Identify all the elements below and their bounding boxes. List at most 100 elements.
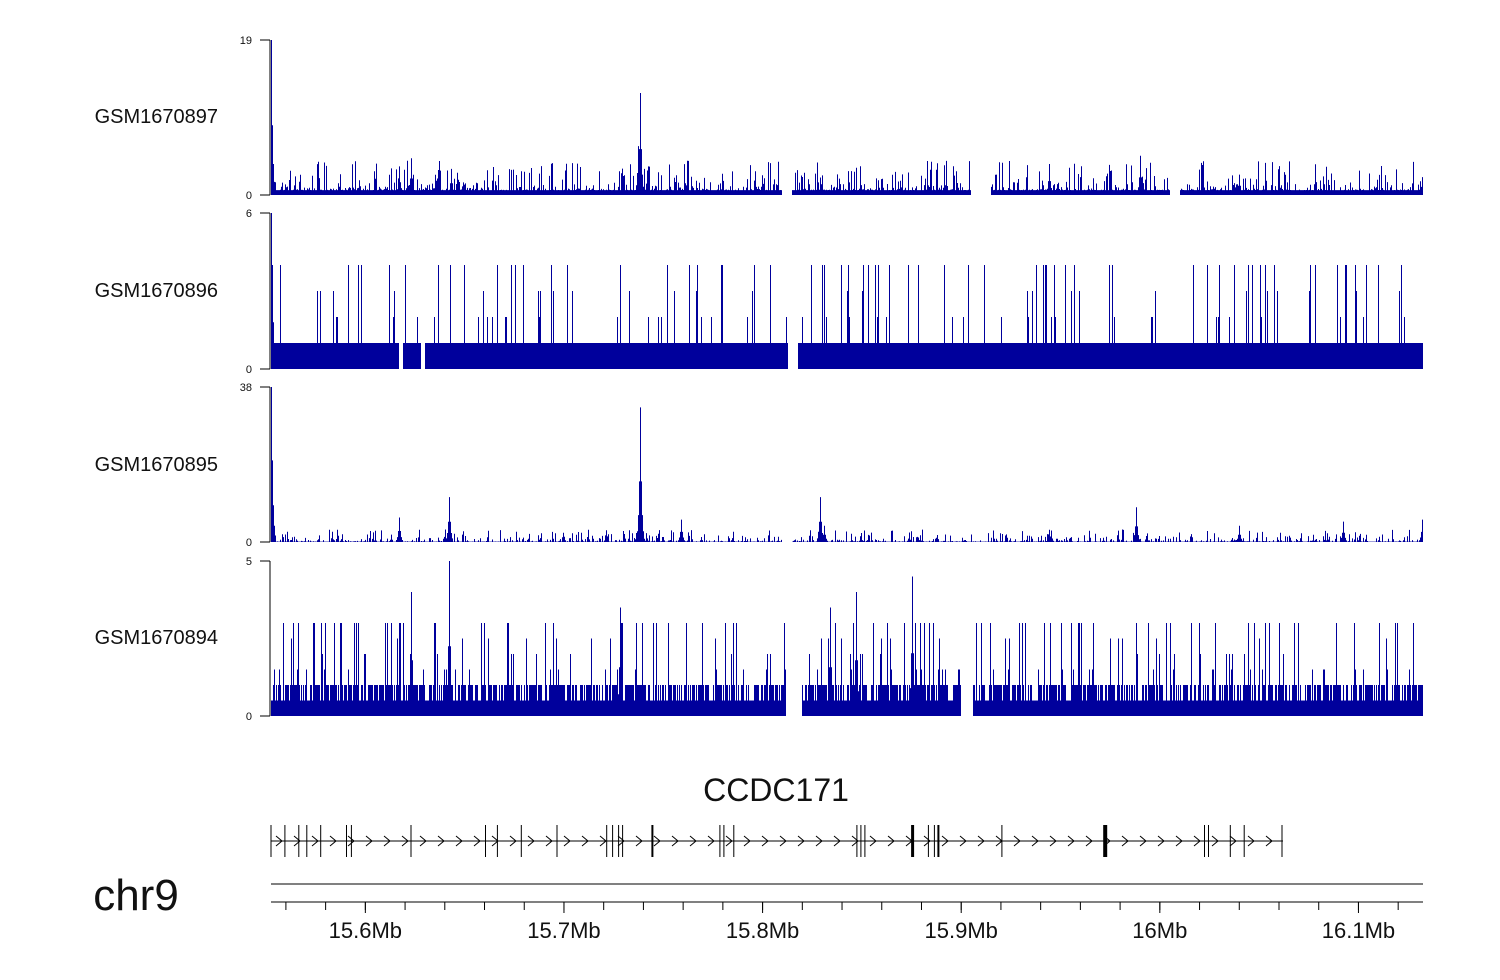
strand-arrow <box>653 835 661 847</box>
x-axis-major-ticks: 15.6Mb 15.7Mb 15.8Mb 15.9Mb 16Mb 16.1Mb <box>329 902 1395 943</box>
strand-arrow <box>1013 835 1021 847</box>
strand-arrow <box>959 835 967 847</box>
strand-arrow <box>1193 835 1201 847</box>
x-tick-label: 15.6Mb <box>329 918 402 943</box>
track-3-label: GSM1670895 <box>95 454 218 476</box>
strand-arrow <box>1031 835 1039 847</box>
track-2-ymax-label: 6 <box>246 208 252 220</box>
gene-exon <box>1281 825 1283 857</box>
gene-exon <box>496 825 498 857</box>
track-3-ymax-label: 38 <box>240 382 252 394</box>
gene-exon <box>860 825 862 857</box>
track-3-ymin-label: 0 <box>246 537 252 549</box>
gene-exon <box>270 825 272 857</box>
strand-arrow <box>1085 835 1093 847</box>
strand-arrow <box>671 835 679 847</box>
strand-arrow <box>563 835 571 847</box>
gene-exon <box>651 825 654 857</box>
gene-exon <box>410 825 412 857</box>
strand-arrow <box>401 835 409 847</box>
gene-exon <box>284 825 286 857</box>
track-1-signal <box>271 40 1423 195</box>
gene-exon <box>1001 825 1003 857</box>
x-tick-label: 15.7Mb <box>527 918 600 943</box>
strand-arrow <box>1139 835 1147 847</box>
strand-arrow <box>491 835 499 847</box>
track-4-ymin-label: 0 <box>246 711 252 723</box>
strand-arrow <box>473 835 481 847</box>
x-axis-minor-ticks <box>285 902 1399 910</box>
gene-exon <box>306 825 308 857</box>
strand-arrow <box>923 835 931 847</box>
strand-arrow <box>545 835 553 847</box>
strand-arrow <box>869 835 877 847</box>
x-tick-label: 15.9Mb <box>925 918 998 943</box>
strand-arrow <box>599 835 607 847</box>
track-1: GSM1670897 19 0 <box>95 35 1423 202</box>
strand-arrow <box>689 835 697 847</box>
strand-arrow <box>383 835 391 847</box>
strand-arrow <box>1049 835 1057 847</box>
strand-arrow <box>1175 835 1183 847</box>
track-1-ymax-label: 19 <box>240 35 252 47</box>
strand-arrow <box>437 835 445 847</box>
x-tick-label: 16Mb <box>1132 918 1187 943</box>
chromosome-axis: chr9 15.6Mb 15.7Mb 15.8Mb 15.9Mb 16Mb 16.1Mb <box>93 871 1423 943</box>
strand-arrow <box>617 835 625 847</box>
gene-strand-arrows <box>275 835 1273 847</box>
gene-exon <box>612 825 614 857</box>
gene-track: CCDC171 <box>270 772 1283 857</box>
strand-arrow <box>1211 835 1219 847</box>
strand-arrow <box>527 835 535 847</box>
track-4-ymax-label: 5 <box>246 556 252 568</box>
strand-arrow <box>635 835 643 847</box>
track-1-label: GSM1670897 <box>95 106 218 128</box>
strand-arrow <box>725 835 733 847</box>
gene-exon <box>719 825 721 857</box>
gene-exon <box>485 825 486 857</box>
track-1-ymin-label: 0 <box>246 190 252 202</box>
strand-arrow <box>1265 835 1273 847</box>
strand-arrow <box>833 835 841 847</box>
strand-arrow <box>509 835 517 847</box>
track-4-label: GSM1670894 <box>95 627 218 649</box>
strand-arrow <box>815 835 823 847</box>
gene-exon <box>864 825 866 857</box>
strand-arrow <box>347 835 355 847</box>
strand-arrow <box>851 835 859 847</box>
gene-exon <box>520 825 522 857</box>
strand-arrow <box>761 835 769 847</box>
x-tick-label: 15.8Mb <box>726 918 799 943</box>
gene-exon <box>320 825 322 857</box>
strand-arrow <box>779 835 787 847</box>
strand-arrow <box>293 835 301 847</box>
strand-arrow <box>1067 835 1075 847</box>
gene-exon <box>1229 825 1231 857</box>
gene-exon <box>933 825 935 857</box>
strand-arrow <box>311 835 319 847</box>
strand-arrow <box>329 835 337 847</box>
strand-arrow <box>1121 835 1129 847</box>
strand-arrow <box>1229 835 1237 847</box>
gene-exon <box>911 825 915 857</box>
strand-arrow <box>941 835 949 847</box>
track-4-signal <box>271 561 1423 716</box>
gene-exon <box>350 825 352 857</box>
strand-arrow <box>1157 835 1165 847</box>
gene-exon <box>1243 825 1245 857</box>
strand-arrow <box>581 835 589 847</box>
track-2-signal <box>271 213 1423 369</box>
gene-exon <box>856 825 858 857</box>
track-2-ymin-label: 0 <box>246 364 252 376</box>
gene-exon <box>937 825 940 857</box>
strand-arrow <box>797 835 805 847</box>
track-4: GSM1670894 5 0 <box>95 556 1423 723</box>
strand-arrow <box>743 835 751 847</box>
track-3-signal <box>271 387 1423 542</box>
gene-exon <box>723 825 725 857</box>
gene-exon <box>556 825 558 857</box>
gene-exons <box>270 825 1283 857</box>
chromosome-label: chr9 <box>93 871 179 920</box>
strand-arrow <box>887 835 895 847</box>
